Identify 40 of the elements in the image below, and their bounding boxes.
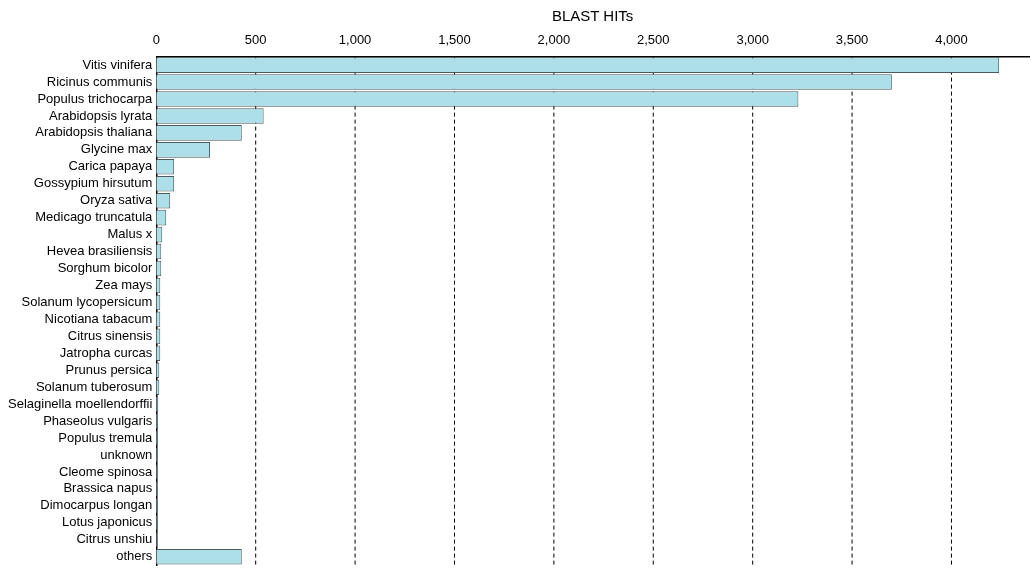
y-tick-label: Sorghum bicolor	[57, 260, 153, 276]
y-tick-label: Lotus japonicus	[61, 514, 153, 530]
x-tick-label: 3,000	[736, 32, 769, 48]
y-tick-label: Arabidopsis lyrata	[48, 107, 154, 123]
x-tick-label: 1,000	[338, 32, 372, 48]
y-tick-label: Selaginella moellendorffii	[8, 395, 153, 411]
y-tick-label: Arabidopsis thaliana	[35, 124, 154, 140]
y-tick-label: Zea mays	[95, 277, 153, 293]
y-tick-label: Dimocarpus longan	[40, 497, 153, 513]
y-tick-label: Oryza sativa	[80, 192, 154, 208]
y-tick-label: Prunus persica	[65, 361, 154, 377]
y-tick-label: Medicago truncatula	[35, 209, 154, 225]
y-tick-label: Jatropha curcas	[59, 344, 153, 360]
x-tick-label: 1,500	[438, 32, 471, 48]
x-tick-label: 4,000	[935, 32, 968, 48]
y-tick-label: Hevea brasiliensis	[46, 243, 153, 259]
y-tick-label: Malus x	[107, 226, 153, 242]
y-tick-label: Solanum tuberosum	[35, 378, 153, 394]
x-tick-label: 2,500	[637, 32, 670, 48]
y-tick-label: Vitis vinifera	[82, 56, 154, 72]
x-tick-label: 3,500	[835, 32, 869, 48]
y-tick-label: Carica papaya	[68, 158, 154, 174]
x-tick-label: 2,000	[537, 32, 571, 48]
y-tick-label: Solanum lycopersicum	[21, 294, 153, 309]
x-tick-label: 500	[244, 32, 267, 48]
y-tick-label: others	[116, 548, 153, 564]
y-tick-label: unknown	[100, 446, 153, 462]
y-tick-label: Populus tremula	[58, 429, 154, 445]
y-tick-label: Glycine max	[80, 141, 153, 157]
y-tick-label: Gossypium hirsutum	[33, 175, 153, 191]
y-tick-label: Ricinus communis	[46, 73, 153, 89]
y-tick-label: Citrus sinensis	[67, 327, 153, 343]
y-tick-label: Nicotiana tabacum	[44, 310, 153, 326]
y-tick-label: Populus trichocarpa	[37, 90, 154, 106]
y-tick-label: Cleome spinosa	[59, 463, 154, 479]
x-axis-title: BLAST HITs	[551, 7, 634, 25]
y-tick-label: Citrus unshiu	[76, 531, 153, 547]
y-tick-label: Phaseolus vulgaris	[43, 412, 153, 428]
y-tick-label: Brassica napus	[63, 480, 153, 496]
x-tick-label: 0	[152, 32, 160, 48]
